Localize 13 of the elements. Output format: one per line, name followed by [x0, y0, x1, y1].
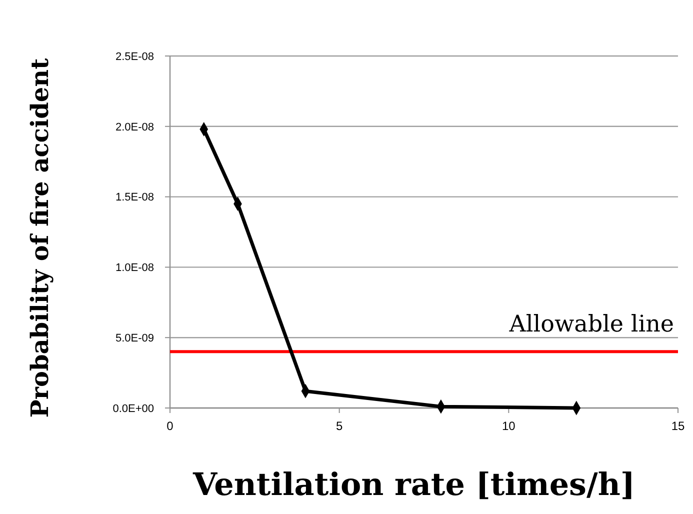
y-tick-label: 1.0E-08	[115, 262, 154, 274]
x-tick-label: 5	[336, 419, 343, 433]
y-axis-title: Probability of fire accident	[25, 58, 54, 418]
x-axis-title: Ventilation rate [times/h]	[192, 467, 636, 503]
y-tick-label: 0.0E+00	[112, 402, 154, 415]
x-tick-label: 15	[671, 419, 685, 433]
y-tick-label: 2.0E-08	[115, 121, 154, 134]
ref-line-label: Allowable line	[508, 312, 674, 338]
x-tick-label: 10	[502, 419, 516, 433]
y-tick-label: 2.5E-08	[115, 50, 154, 63]
y-tick-label: 5.0E-09	[115, 332, 154, 344]
y-tick-label: 1.5E-08	[115, 192, 154, 204]
x-tick-label: 0	[166, 419, 174, 433]
